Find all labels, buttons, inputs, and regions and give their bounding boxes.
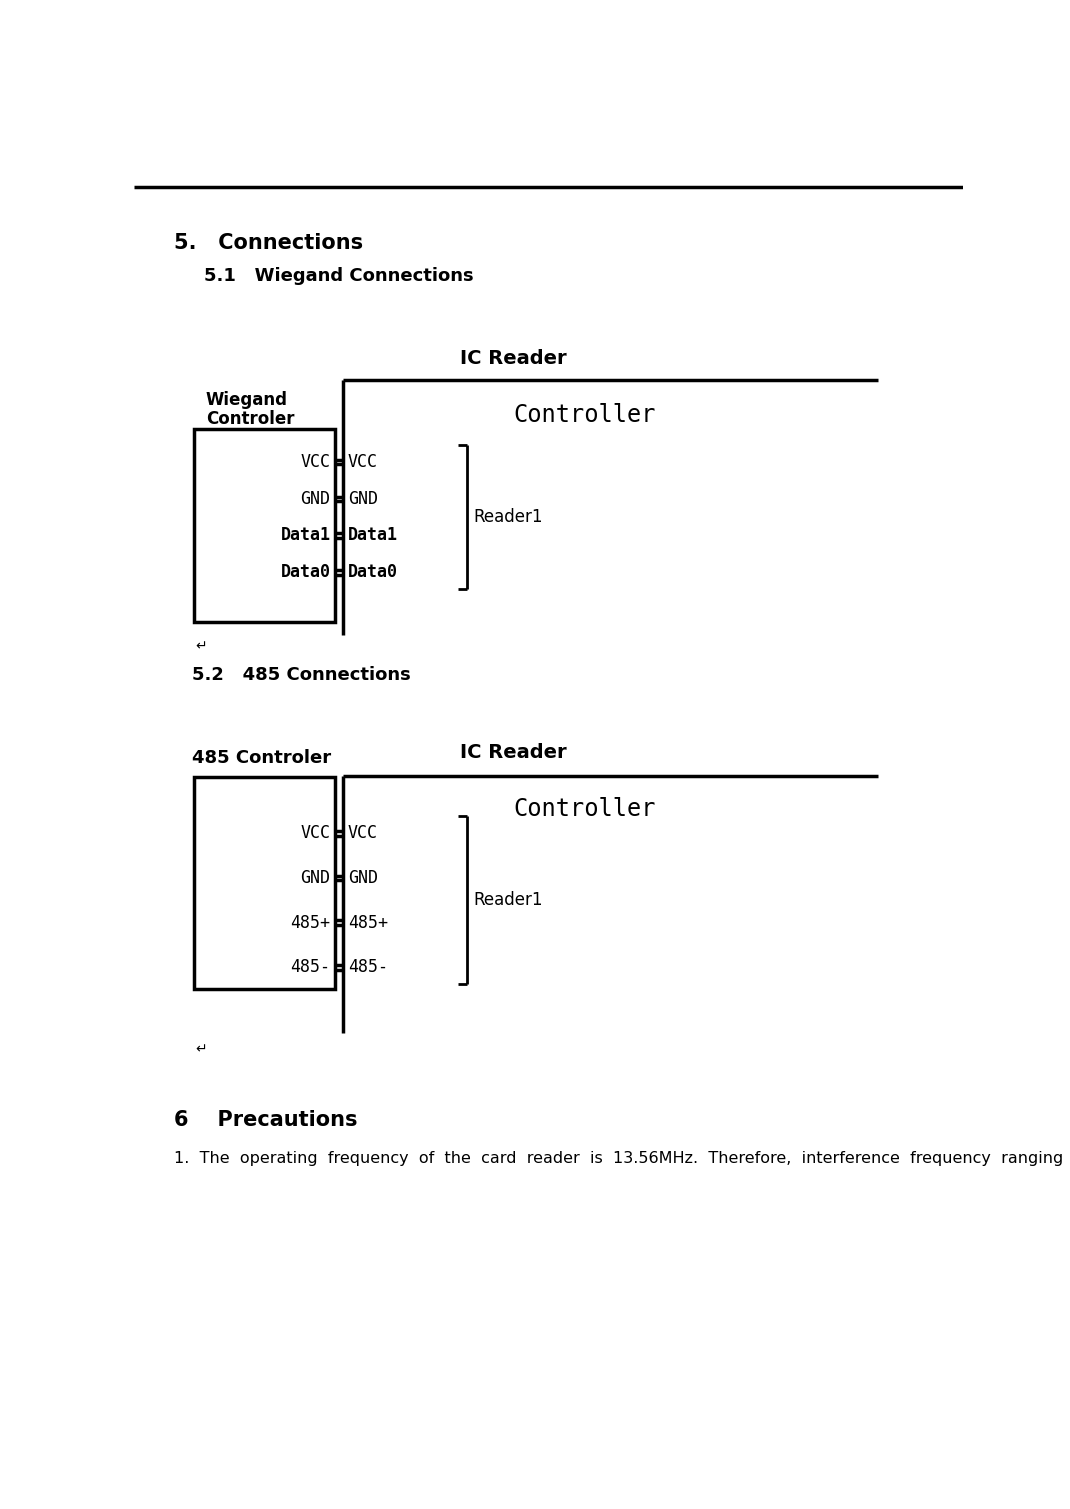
- Text: Wiegand: Wiegand: [205, 391, 288, 409]
- Text: 5.1   Wiegand Connections: 5.1 Wiegand Connections: [203, 267, 473, 285]
- Text: 485 Controler: 485 Controler: [192, 748, 331, 767]
- Text: GND: GND: [301, 869, 331, 887]
- Text: 5.   Connections: 5. Connections: [174, 234, 363, 254]
- Text: Controller: Controller: [514, 403, 656, 427]
- Text: 485-: 485-: [348, 958, 387, 976]
- Text: Data1: Data1: [280, 527, 331, 545]
- Text: ↵: ↵: [196, 1043, 208, 1056]
- Text: GND: GND: [301, 490, 331, 509]
- Text: Data0: Data0: [280, 563, 331, 581]
- Text: 5.2   485 Connections: 5.2 485 Connections: [192, 665, 411, 684]
- Text: Reader1: Reader1: [473, 892, 542, 910]
- Text: Reader1: Reader1: [473, 509, 542, 527]
- Text: 1.  The  operating  frequency  of  the  card  reader  is  13.56MHz.  Therefore, : 1. The operating frequency of the card r…: [174, 1150, 1064, 1165]
- Text: VCC: VCC: [348, 824, 378, 842]
- Text: 485+: 485+: [348, 913, 387, 931]
- Text: VCC: VCC: [301, 824, 331, 842]
- Text: GND: GND: [348, 490, 378, 509]
- Bar: [194, 429, 335, 622]
- Text: 485-: 485-: [291, 958, 331, 976]
- Text: ↵: ↵: [196, 640, 208, 653]
- Text: VCC: VCC: [348, 453, 378, 471]
- Text: IC Reader: IC Reader: [460, 349, 567, 368]
- Text: 485+: 485+: [291, 913, 331, 931]
- Bar: [194, 777, 335, 988]
- Text: IC Reader: IC Reader: [460, 742, 567, 762]
- Text: Data1: Data1: [348, 527, 398, 545]
- Text: VCC: VCC: [301, 453, 331, 471]
- Text: GND: GND: [348, 869, 378, 887]
- Text: Controler: Controler: [205, 410, 294, 427]
- Text: Controller: Controller: [514, 797, 656, 821]
- Text: Data0: Data0: [348, 563, 398, 581]
- Text: 6    Precautions: 6 Precautions: [174, 1111, 357, 1130]
